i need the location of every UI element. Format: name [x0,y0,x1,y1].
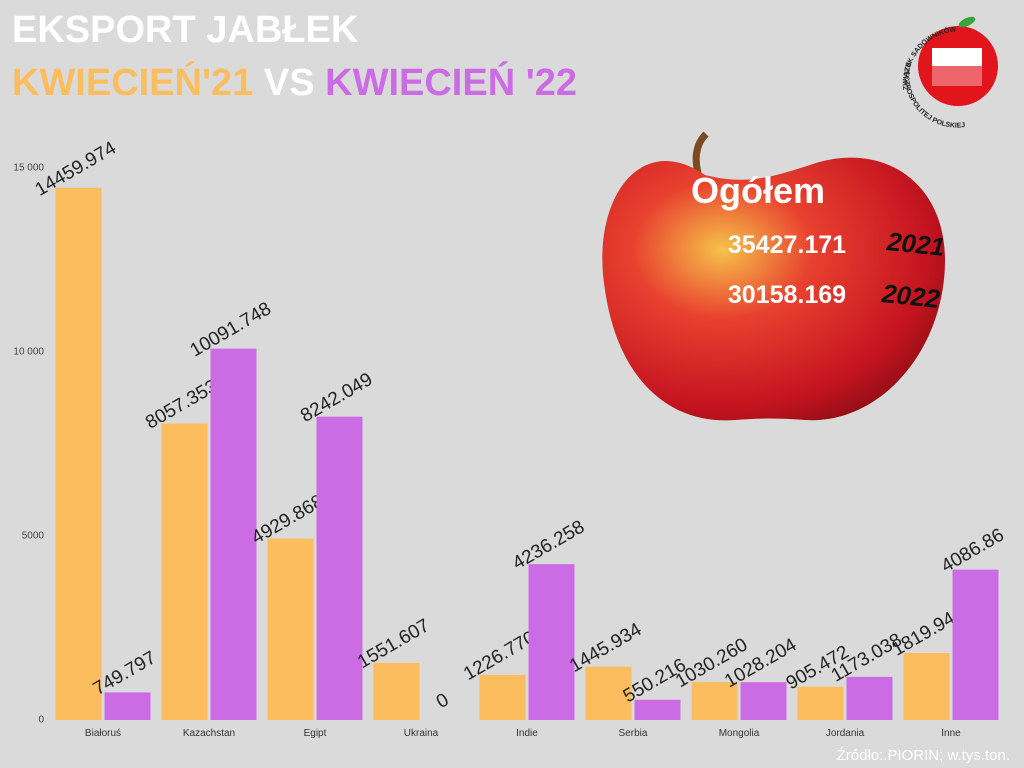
title: EKSPORT JABŁEK [12,9,359,51]
x-tick-label: Mongolia [719,728,760,739]
x-tick-label: Inne [941,728,961,739]
subtitle: KWIECIEŃ'21 VS KWIECIEŃ '22 [12,60,577,104]
logo: ZWIĄZEK SADOWNIKÓW RZECZPOSPOLITEJ POLSK… [902,16,998,130]
year-2022: 2022 [880,278,942,314]
bar [316,416,363,720]
total-2022: 30158.169 [728,281,846,309]
x-tick-label: Indie [516,728,538,739]
bar [373,662,420,720]
bar [267,538,314,720]
subtitle-middle: VS [264,62,315,104]
y-tick-label: 0 [38,715,44,726]
total-heading: Ogółem [691,170,825,211]
bar [740,682,787,720]
x-tick-label: Jordania [826,728,865,739]
value-label: 1819.94 [889,608,959,661]
apple [602,131,945,421]
bar [55,187,102,721]
x-tick-label: Kazachstan [183,728,235,739]
x-tick-label: Białoruś [85,728,121,739]
year-2021: 2021 [885,226,947,262]
y-tick-label: 5000 [22,531,45,542]
bar [952,569,999,720]
bar [585,666,632,720]
bar [528,564,575,720]
value-label: 0 [433,689,453,712]
subtitle-left: KWIECIEŃ'21 [12,60,253,104]
x-tick-label: Egipt [304,728,327,739]
x-tick-label: Ukraina [404,728,439,739]
x-tick-label: Serbia [619,728,648,739]
bar [104,692,151,720]
y-tick-label: 10 000 [13,347,44,358]
total-2021: 35427.171 [728,231,846,259]
bar [797,686,844,720]
bar [479,674,526,720]
bar [161,423,208,720]
bar [846,676,893,720]
bar [903,653,950,720]
bar [634,699,681,720]
bar [210,348,257,720]
bar [691,682,738,720]
y-tick-label: 15 000 [13,163,44,174]
source: Źródło:.PIORIN; w.tys.ton. [837,747,1010,764]
subtitle-right: KWIECIEŃ '22 [325,60,577,104]
value-label: 4086.86 [938,525,1008,578]
